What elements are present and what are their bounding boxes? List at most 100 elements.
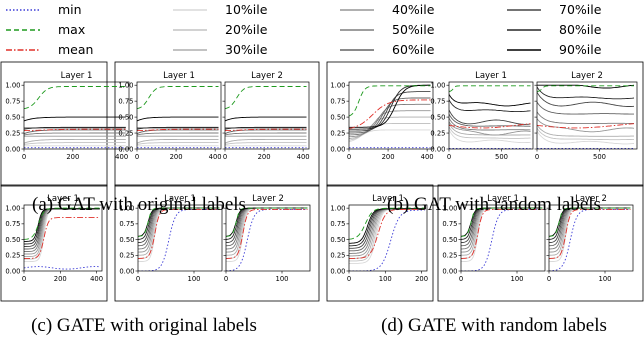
series-line-10 bbox=[225, 86, 307, 110]
series-line-0 bbox=[537, 130, 635, 145]
series-line-1 bbox=[349, 208, 425, 262]
series-group bbox=[349, 207, 425, 271]
x-tick-label: 500 bbox=[495, 153, 508, 161]
y-tick-label: 1.00 bbox=[5, 81, 20, 89]
y-tick-label: 0.00 bbox=[430, 145, 445, 153]
legend-entry-10pctile: 10%ile bbox=[173, 2, 268, 17]
series-line-4 bbox=[349, 103, 431, 136]
series-line-3 bbox=[449, 121, 531, 136]
series-line-11 bbox=[137, 128, 219, 131]
chart-panel-c3: Layer 2 0 100 bbox=[223, 194, 311, 283]
series-group bbox=[226, 207, 308, 271]
legend-label: 70%ile bbox=[559, 2, 602, 17]
y-tick-label: 0.75 bbox=[119, 220, 134, 228]
plot-frame bbox=[348, 81, 434, 150]
plot-frame bbox=[225, 204, 311, 272]
series-line-5 bbox=[537, 101, 634, 115]
series-group bbox=[138, 207, 220, 271]
y-tick-label: 1.00 bbox=[119, 204, 134, 212]
y-tick-label: 0.00 bbox=[442, 267, 457, 275]
series-line-2 bbox=[137, 138, 219, 144]
x-tick-label: 200 bbox=[66, 153, 79, 161]
x-tick-label: 0 bbox=[347, 153, 351, 161]
series-group bbox=[349, 84, 431, 149]
group-box-4 bbox=[114, 184, 320, 302]
y-tick-label: 0.25 bbox=[330, 129, 345, 137]
chart-panel-d1: Layer 1 0 100 200 0.00 0.25 0.50 0.75 1.00 bbox=[330, 194, 428, 283]
series-line-2 bbox=[24, 138, 126, 144]
y-tick-label: 1.00 bbox=[5, 204, 20, 212]
chart-panel-d3: Layer 2 0 100 bbox=[546, 194, 634, 283]
y-tick-label: 0.50 bbox=[5, 113, 20, 121]
x-tick-label: 0 bbox=[22, 275, 26, 283]
series-line-0 bbox=[449, 129, 531, 144]
series-line-5 bbox=[349, 208, 425, 252]
y-tick-label: 0.75 bbox=[330, 220, 345, 228]
series-line-11 bbox=[537, 123, 635, 129]
series-line-1 bbox=[225, 142, 307, 145]
y-tick-label: 0.75 bbox=[442, 220, 457, 228]
legend-entry-50pctile: 50%ile bbox=[340, 22, 435, 37]
legend-label: 30%ile bbox=[225, 42, 268, 57]
series-line-1 bbox=[349, 123, 431, 141]
chart-panel-c2: Layer 1 0 100 0.00 0.25 0.50 0.75 1.00 bbox=[119, 194, 223, 283]
series-line-7 bbox=[537, 86, 635, 100]
series-line-10 bbox=[138, 207, 220, 237]
plot-frame bbox=[23, 81, 130, 150]
series-line-9 bbox=[549, 208, 631, 271]
series-line-2 bbox=[225, 138, 307, 144]
group-boxes bbox=[0, 61, 644, 302]
series-line-6 bbox=[449, 109, 531, 125]
series-line-10 bbox=[449, 85, 531, 92]
x-tick-label: 200 bbox=[415, 275, 428, 283]
series-line-7 bbox=[449, 99, 531, 113]
y-tick-label: 0.75 bbox=[5, 97, 20, 105]
y-tick-label: 0.50 bbox=[442, 236, 457, 244]
y-tick-label: 0.00 bbox=[5, 267, 20, 275]
plot-frame bbox=[536, 81, 638, 150]
legend-entry-70pctile: 70%ile bbox=[507, 2, 602, 17]
series-line-11 bbox=[349, 99, 431, 129]
series-line-6 bbox=[537, 91, 635, 107]
x-tick-label: 400 bbox=[421, 153, 434, 161]
legend-label: 20%ile bbox=[225, 22, 268, 37]
legend-entry-80pctile: 80%ile bbox=[507, 22, 602, 37]
series-line-7 bbox=[225, 126, 307, 130]
series-line-11 bbox=[225, 128, 307, 131]
group-box-5 bbox=[326, 184, 434, 302]
series-line-1 bbox=[449, 126, 531, 139]
y-tick-label: 1.00 bbox=[118, 81, 133, 89]
x-tick-label: 0 bbox=[535, 153, 539, 161]
panel-title: Layer 2 bbox=[571, 71, 603, 81]
series-line-8 bbox=[449, 94, 531, 107]
plot-frame bbox=[23, 204, 103, 272]
series-line-10 bbox=[24, 207, 100, 240]
x-tick-label: 400 bbox=[115, 153, 128, 161]
series-line-11 bbox=[24, 217, 100, 259]
series-line-11 bbox=[24, 128, 126, 131]
y-tick-label: 0.50 bbox=[330, 113, 345, 121]
y-tick-label: 1.00 bbox=[330, 81, 345, 89]
panel-title: Layer 1 bbox=[475, 71, 507, 81]
y-tick-label: 0.50 bbox=[330, 236, 345, 244]
panels: Layer 10 200 4000.000.250.500.751.00Layer … bbox=[5, 71, 638, 283]
series-line-8 bbox=[137, 116, 219, 122]
series-line-7 bbox=[137, 126, 219, 130]
legend-label: 50%ile bbox=[392, 22, 435, 37]
legend-entry-40pctile: 40%ile bbox=[340, 2, 435, 17]
chart-panel-b1: 0 200 400 0.00 0.25 0.50 0.75 1.00 bbox=[330, 81, 433, 161]
caption-d: (d) GATE with random labels bbox=[381, 315, 607, 336]
series-line-10 bbox=[549, 207, 631, 237]
legend-label: mean bbox=[58, 42, 93, 57]
y-tick-label: 0.75 bbox=[118, 97, 133, 105]
series-line-6 bbox=[349, 91, 431, 132]
series-line-11 bbox=[449, 123, 531, 129]
y-tick-label: 0.50 bbox=[430, 113, 445, 121]
y-tick-label: 0.50 bbox=[118, 113, 133, 121]
y-tick-label: 0.50 bbox=[5, 236, 20, 244]
legend-entry-90pctile: 90%ile bbox=[507, 42, 602, 57]
panel-title: Layer 1 bbox=[372, 194, 404, 204]
legend-label: max bbox=[58, 22, 85, 37]
x-tick-label: 100 bbox=[276, 275, 289, 283]
